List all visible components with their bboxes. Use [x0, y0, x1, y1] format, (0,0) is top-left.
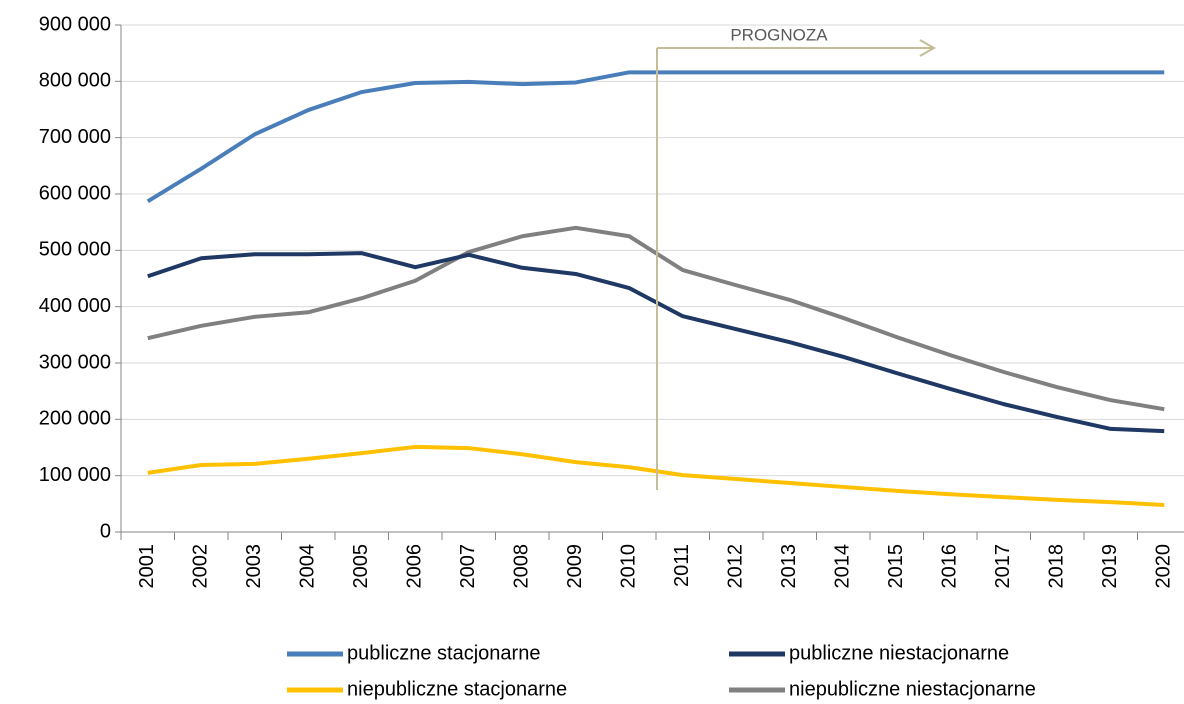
- x-tick-label: 2008: [511, 544, 533, 589]
- y-tick-label: 100 000: [39, 464, 111, 486]
- legend-label: niepubliczne stacjonarne: [347, 678, 567, 700]
- x-tick-label: 2010: [618, 544, 640, 589]
- x-tick-label: 2012: [725, 544, 747, 589]
- x-tick-label: 2018: [1046, 544, 1068, 589]
- x-tick-label: 2011: [671, 544, 693, 587]
- x-tick-label: 2014: [832, 544, 854, 589]
- x-tick-label: 2001: [136, 544, 158, 589]
- x-tick-label: 2006: [404, 544, 426, 589]
- x-tick-label: 2005: [350, 544, 372, 589]
- y-tick-label: 400 000: [39, 295, 111, 317]
- x-tick-label: 2002: [190, 544, 212, 589]
- x-tick-label: 2016: [939, 544, 961, 589]
- y-tick-label: 0: [100, 520, 111, 542]
- legend-label: publiczne niestacjonarne: [789, 642, 1009, 664]
- x-tick-label: 2007: [457, 544, 479, 589]
- legend-label: publiczne stacjonarne: [347, 642, 540, 664]
- y-tick-label: 200 000: [39, 408, 111, 430]
- x-tick-label: 2019: [1099, 544, 1121, 589]
- x-tick-label: 2017: [992, 544, 1014, 589]
- x-tick-label: 2004: [297, 544, 319, 589]
- plot: 0 100 000 200 000 300 000 400 000 500 000 600 …: [39, 13, 1184, 700]
- x-tick-label: 2020: [1153, 544, 1175, 589]
- x-tick-label: 2013: [778, 544, 800, 589]
- x-tick-label: 2015: [885, 544, 907, 589]
- x-tick-label: 2009: [564, 544, 586, 589]
- y-tick-label: 900 000: [39, 13, 111, 35]
- y-tick-label: 500 000: [39, 239, 111, 261]
- legend-label: niepubliczne niestacjonarne: [789, 678, 1036, 700]
- forecast-arrow-head: [919, 39, 937, 57]
- x-tick-label: 2003: [243, 544, 265, 589]
- y-tick-label: 600 000: [39, 182, 111, 204]
- annotation: PROGNOZA: [730, 25, 828, 44]
- y-tick-label: 300 000: [39, 351, 111, 373]
- y-tick-label: 700 000: [39, 126, 111, 148]
- y-tick-label: 800 000: [39, 70, 111, 92]
